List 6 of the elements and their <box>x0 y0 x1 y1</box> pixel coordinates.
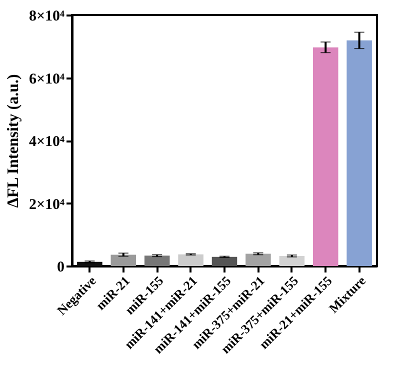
y-tick-label: 0 <box>57 260 64 276</box>
y-tick-label: 4×10⁴ <box>28 134 65 150</box>
y-axis-title: ΔFL Intensity (a.u.) <box>4 74 22 208</box>
y-tick-label: 8×10⁴ <box>28 8 65 24</box>
y-tick-label: 6×10⁴ <box>28 71 65 88</box>
y-tick-label: 2×10⁴ <box>28 196 65 213</box>
